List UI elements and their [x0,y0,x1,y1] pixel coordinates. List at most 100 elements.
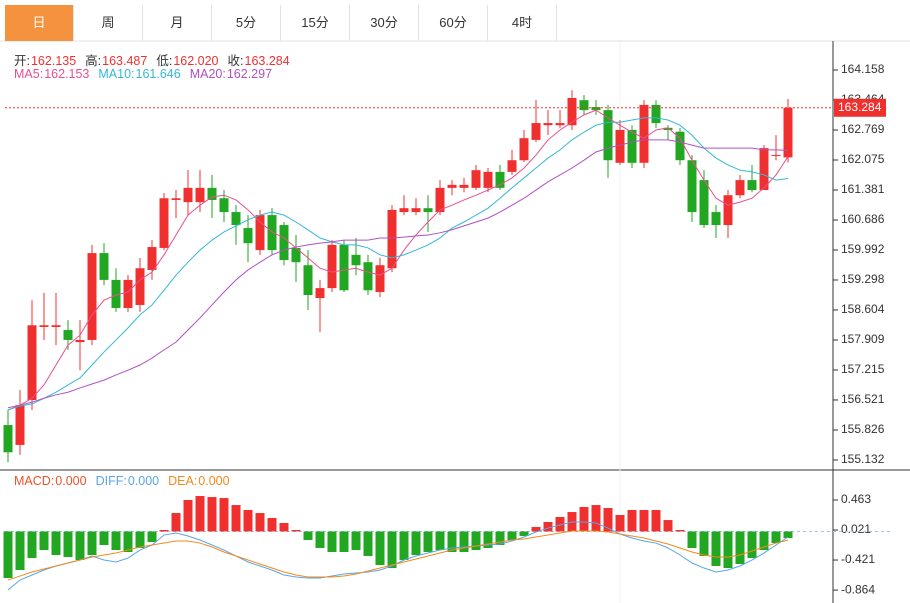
legend-item: MA5:162.153 [14,67,89,81]
macd-bar [183,500,193,532]
macd-bar [411,531,421,555]
period-tabs: 日周月 5分 15分 30分 60分 4时 [5,5,557,41]
candle-body [87,253,97,340]
candle-body [111,279,121,308]
macd-bar [243,509,253,532]
candle-body [291,247,301,263]
candle-body [615,129,625,163]
legend-item: 开:162.135 [14,50,76,69]
ohlc-legend: 开:162.135 高:163.487 低:162.020 收:163.284 [14,50,299,69]
candle-body [495,171,505,188]
candle-body [75,339,85,343]
legend-name: 收: [227,54,244,68]
candle-body [663,127,673,130]
legend-item: 收:163.284 [228,50,290,69]
candle-body [171,198,181,200]
macd-bar [435,531,445,551]
y-tick-label: 164.158 [841,62,885,76]
candle-body [759,148,769,191]
macd-bar [159,530,169,532]
macd-bar [339,531,349,553]
macd-bar [135,531,145,549]
y-tick-label: 0.463 [841,492,871,506]
macd-bar [327,531,337,553]
macd-bar [27,531,37,559]
period-tab[interactable]: 4时 [488,5,557,41]
y-tick-label: 158.604 [841,302,885,316]
legend-value: 0.000 [127,474,160,488]
macd-bar [291,530,301,532]
macd-bar [375,531,385,566]
macd-bar [651,509,661,532]
current-price-label: 163.284 [838,100,882,114]
candle-body [339,244,349,291]
macd-bar [207,497,217,532]
candle-body [399,208,409,213]
candle-body [99,253,109,280]
period-tab[interactable]: 日 [5,5,74,41]
candle-body [123,279,133,308]
macd-bar [279,523,289,532]
candle-body [459,184,469,188]
macd-bar [699,531,709,557]
indicator-line [7,139,789,409]
macd-bar [471,531,481,551]
legend-name: MA20: [189,67,226,81]
macd-bar [231,505,241,532]
macd-bar [591,505,601,532]
period-tab[interactable]: 月 [143,5,212,41]
period-tab[interactable]: 5分 [212,5,281,41]
candle-body [267,215,277,251]
candle-body [747,180,757,191]
macd-bar [423,531,433,553]
candle-body [135,268,145,305]
period-tab[interactable]: 60分 [419,5,488,41]
macd-bar [507,531,517,540]
macd-bar [483,531,493,549]
macd-bar [615,515,625,532]
legend-name: MA10: [98,67,135,81]
legend-value: 162.020 [173,54,219,68]
period-tab[interactable]: 30分 [350,5,419,41]
period-tab[interactable]: 15分 [281,5,350,41]
candle-body [423,208,433,213]
candle-body [783,107,793,158]
macd-bar [195,496,205,532]
macd-bar [771,531,781,544]
candle-body [351,254,361,266]
legend-item: 高:163.487 [85,50,147,69]
y-tick-label: 0.021 [841,522,871,536]
period-tab[interactable]: 周 [74,5,143,41]
macd-bar [63,531,73,558]
macd-bar [627,509,637,532]
candle-body [687,160,697,213]
legend-value: 162.297 [226,67,273,81]
candle-body [651,104,661,124]
candle-body [675,131,685,161]
candle-body [411,208,421,213]
candle-body [315,288,325,299]
y-tick-label: 156.521 [841,392,885,406]
macd-bar [723,531,733,569]
candle-body [183,187,193,203]
macd-bar [663,520,673,532]
indicator-line [7,109,789,411]
legend-item: 低:162.020 [156,50,218,69]
macd-bar [735,531,745,565]
legend-value: 0.000 [55,474,87,488]
candle-body [243,228,253,244]
candle-body [3,425,13,453]
candle-body [555,123,565,126]
macd-bar [51,531,61,555]
y-tick-label: 157.909 [841,332,885,346]
legend-item: DIFF:0.000 [96,474,160,488]
macd-bar [555,516,565,532]
legend-value: 163.284 [244,54,290,68]
macd-bar [447,531,457,553]
macd-bar [303,531,313,540]
candle-body [195,187,205,203]
macd-bar [315,531,325,549]
candle-body [159,198,169,248]
candle-body [63,330,73,340]
